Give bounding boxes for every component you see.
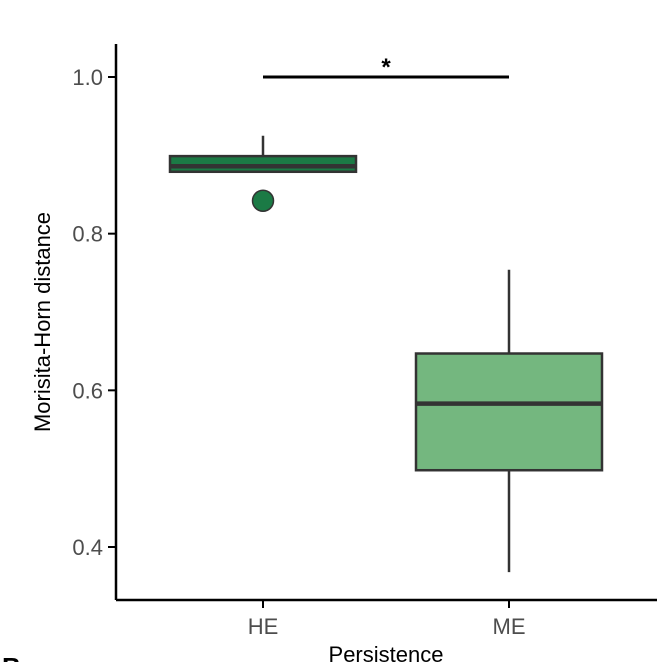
y-tick-label: 0.4 bbox=[72, 535, 103, 560]
x-tick-label: HE bbox=[248, 614, 279, 639]
x-tick-label: ME bbox=[493, 614, 526, 639]
y-axis-title: Morisita-Horn distance bbox=[30, 212, 55, 432]
axes-layer bbox=[114, 44, 657, 602]
box-me bbox=[414, 269, 604, 573]
significance-label: * bbox=[381, 54, 391, 81]
y-tick-label: 0.8 bbox=[72, 222, 103, 247]
x-ticks: HE ME bbox=[248, 600, 526, 639]
y-tick-label: 0.6 bbox=[72, 378, 103, 403]
box-iqr bbox=[168, 154, 358, 174]
outlier-point bbox=[251, 189, 275, 213]
x-axis-title: Persistence bbox=[329, 642, 444, 662]
y-ticks: 0.4 0.6 0.8 1.0 bbox=[72, 65, 116, 560]
boxes-layer bbox=[168, 135, 604, 573]
box-iqr bbox=[414, 352, 604, 472]
box-he bbox=[168, 135, 358, 213]
panel-letter: B bbox=[2, 652, 21, 662]
significance-bracket: * bbox=[263, 54, 509, 81]
y-tick-label: 1.0 bbox=[72, 65, 103, 90]
